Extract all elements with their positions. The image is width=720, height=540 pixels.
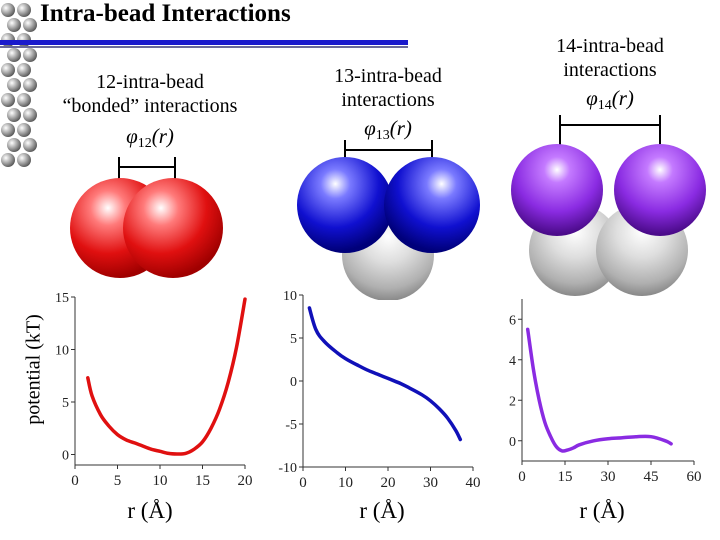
panel-3-heading-line1: 14-intra-bead [556, 35, 664, 57]
chain-bead [7, 18, 21, 32]
panel-1-heading-line1: 12-intra-bead [96, 71, 204, 93]
chain-bead [7, 48, 21, 62]
y-tick-label: 5 [62, 396, 69, 411]
panel-2-phi: φ13(r) [278, 116, 498, 148]
panel-3-phi: φ14(r) [500, 86, 720, 118]
chain-bead [17, 3, 31, 17]
panel-2-heading: 13-intra-bead interactions φ13(r) [278, 64, 498, 148]
chain-bead [7, 138, 21, 152]
chain-bead [1, 153, 15, 167]
panel-1-heading: 12-intra-bead “bonded” interactions φ12(… [30, 70, 270, 156]
x-tick-label: 30 [423, 475, 438, 491]
y-tick-label: 0 [62, 449, 69, 464]
chain-bead [17, 123, 31, 137]
chain-bead [23, 78, 37, 92]
phi-symbol: φ [586, 86, 598, 110]
x-tick-label: 10 [338, 475, 353, 491]
x-tick-label: 20 [238, 473, 253, 489]
slide-title: Intra-bead Interactions [40, 0, 291, 27]
x-tick-label: 0 [299, 475, 307, 491]
x-tick-label: 15 [558, 469, 573, 485]
chain-bead [7, 78, 21, 92]
x-tick-label: 60 [687, 469, 702, 485]
x-tick-label: 15 [195, 473, 210, 489]
x-tick-label: 40 [466, 475, 481, 491]
chart-1-x-label: r (Å) [127, 498, 173, 523]
phi-subscript: 13 [375, 128, 390, 143]
phi-subscript: 12 [137, 136, 152, 151]
chart-3-x-label: r (Å) [579, 498, 625, 523]
y-tick-label: 0 [290, 375, 297, 390]
chain-bead [1, 123, 15, 137]
chain-bead [17, 153, 31, 167]
panel-1-phi: φ12(r) [30, 124, 270, 156]
potential-curve [307, 306, 463, 442]
purple-bead-left [511, 144, 603, 236]
red-bead-right [123, 178, 223, 278]
chain-bead [23, 138, 37, 152]
x-tick-label: 20 [381, 475, 396, 491]
blue-bead-left [297, 157, 393, 253]
y-tick-label: 0 [509, 435, 516, 450]
y-tick-label: 10 [283, 289, 297, 304]
panel-2-heading-line1: 13-intra-bead [334, 65, 442, 87]
y-tick-label: 4 [509, 354, 516, 369]
x-tick-label: 30 [601, 469, 616, 485]
x-tick-label: 0 [71, 473, 79, 489]
title-bar [0, 40, 408, 45]
y-tick-label: 10 [55, 344, 69, 359]
chart-13-potential: -10 -5 0 5 10 0 10 20 30 40 [278, 289, 481, 491]
potential-curve [525, 327, 673, 453]
bead-chain-decoration [1, 3, 37, 167]
y-tick-label: 2 [509, 394, 516, 409]
blue-bead-right [384, 157, 480, 253]
phi-argument: (r) [611, 86, 634, 110]
chain-bead [23, 48, 37, 62]
chain-bead [1, 93, 15, 107]
x-tick-label: 0 [518, 469, 526, 485]
phi-symbol: φ [126, 124, 138, 148]
panel-3-heading: 14-intra-bead interactions φ14(r) [500, 34, 720, 118]
y-tick-label: 5 [290, 332, 297, 347]
chain-bead [1, 3, 15, 17]
chain-bead [23, 108, 37, 122]
potential-curve [86, 297, 247, 456]
x-tick-label: 5 [114, 473, 122, 489]
purple-bead-right [614, 144, 706, 236]
panel-2-heading-line2: interactions [341, 89, 435, 111]
y-tick-label: -5 [285, 418, 297, 433]
bracket-14 [559, 115, 661, 148]
chain-bead [1, 63, 15, 77]
chain-bead [17, 63, 31, 77]
y-tick-label: 6 [509, 313, 516, 328]
panel-3-heading-line2: interactions [563, 59, 657, 81]
x-tick-label: 45 [644, 469, 659, 485]
chart-2-x-label: r (Å) [359, 498, 405, 523]
x-tick-label: 10 [153, 473, 168, 489]
panel-1-heading-line2: “bonded” interactions [62, 95, 238, 117]
phi-argument: (r) [151, 124, 174, 148]
title-bar-shadow [0, 46, 408, 48]
molecules-illustration [70, 115, 706, 300]
phi-subscript: 14 [597, 98, 612, 113]
y-tick-label: -10 [278, 461, 297, 476]
y-tick-label: 15 [55, 291, 69, 306]
chain-bead [7, 108, 21, 122]
phi-symbol: φ [364, 116, 376, 140]
phi-argument: (r) [389, 116, 412, 140]
chain-bead [23, 18, 37, 32]
chart-12-potential: 0 5 10 15 0 5 10 15 20 [55, 291, 253, 489]
chain-bead [17, 93, 31, 107]
